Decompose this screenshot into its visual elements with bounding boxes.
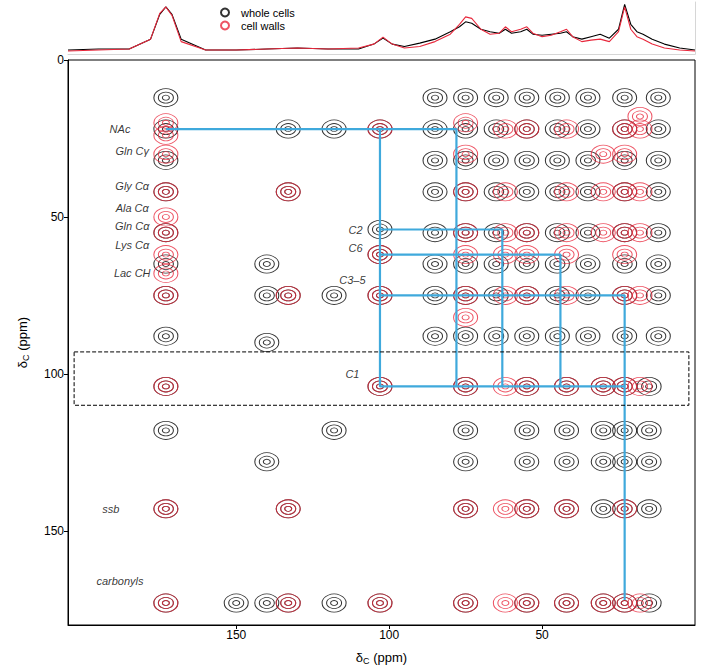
svg-text:ssb: ssb	[102, 503, 119, 515]
svg-text:C3–5: C3–5	[339, 274, 366, 286]
svg-text:whole cells: whole cells	[240, 7, 295, 19]
svg-text:100: 100	[44, 367, 64, 381]
svg-text:C: C	[20, 354, 31, 361]
svg-text:50: 50	[535, 628, 549, 642]
svg-text:C1: C1	[345, 368, 359, 380]
svg-text:cell walls: cell walls	[241, 20, 286, 32]
svg-text:C6: C6	[348, 242, 363, 254]
svg-text:Gln Cα: Gln Cα	[115, 220, 150, 232]
svg-text:150: 150	[226, 628, 246, 642]
svg-text:δ: δ	[356, 650, 363, 665]
svg-text:0: 0	[57, 53, 64, 67]
svg-text:150: 150	[44, 524, 64, 538]
svg-text:NAc: NAc	[110, 123, 131, 135]
svg-text:100: 100	[379, 628, 399, 642]
svg-text:Ala Cα: Ala Cα	[115, 202, 150, 214]
svg-text:C: C	[363, 655, 370, 666]
svg-text:carbonyls: carbonyls	[96, 575, 144, 587]
svg-text:Lys Cα: Lys Cα	[115, 239, 150, 251]
svg-text:Gln Cγ: Gln Cγ	[115, 145, 150, 157]
svg-text:Gly Cα: Gly Cα	[115, 180, 150, 192]
svg-text:50: 50	[51, 210, 65, 224]
svg-text:(ppm): (ppm)	[370, 650, 408, 665]
svg-text:Lac CH: Lac CH	[114, 267, 151, 279]
svg-text:(ppm): (ppm)	[15, 317, 30, 355]
svg-text:C2: C2	[348, 224, 362, 236]
svg-text:δ: δ	[15, 361, 30, 368]
